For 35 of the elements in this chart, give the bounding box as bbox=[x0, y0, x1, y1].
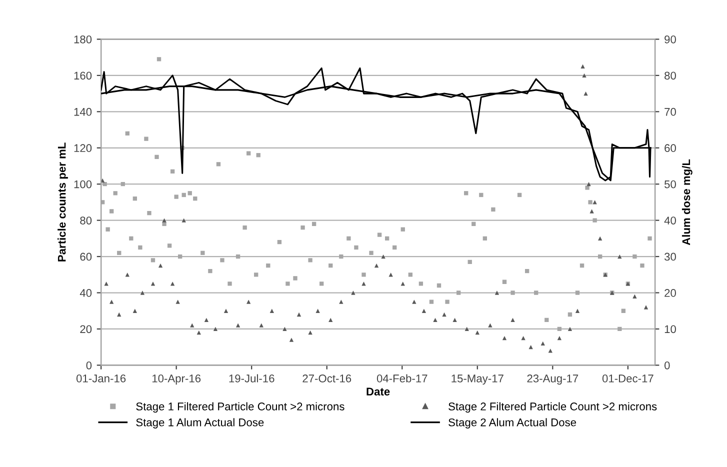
x-tick-label: 01-Jan-16 bbox=[76, 374, 126, 382]
legend-label: Stage 2 Alum Actual Dose bbox=[448, 418, 576, 429]
y2-tick-label: 80 bbox=[664, 72, 676, 80]
y-tick-label: 20 bbox=[80, 325, 92, 334]
y2-axis-title: Alum dose mg/L bbox=[682, 159, 692, 246]
y2-tick-label: 40 bbox=[664, 216, 676, 224]
legend-label: Stage 2 Filtered Particle Count >2 microns bbox=[448, 402, 657, 413]
x-tick-label: 27-Oct-16 bbox=[302, 374, 352, 382]
legend-label: Stage 1 Alum Actual Dose bbox=[136, 418, 264, 429]
y-tick-label: 40 bbox=[80, 289, 92, 297]
y-axis-title: Particle counts per mL bbox=[58, 142, 68, 262]
y2-tick-label: 60 bbox=[664, 144, 676, 152]
y2-tick-label: 20 bbox=[664, 289, 676, 297]
x-tick-label: 01-Dec-17 bbox=[602, 374, 654, 382]
x-tick-label: 04-Feb-17 bbox=[376, 374, 428, 382]
y2-tick-label: 70 bbox=[664, 108, 676, 116]
y-tick-label: 180 bbox=[74, 35, 92, 44]
y2-tick-label: 10 bbox=[664, 325, 676, 334]
x-tick-label: 23-Aug-17 bbox=[527, 374, 578, 385]
y-tick-label: 60 bbox=[80, 252, 92, 261]
y-tick-label: 140 bbox=[74, 108, 92, 116]
x-tick-label: 19-Jul-16 bbox=[229, 374, 274, 382]
x-tick-label: 10-Apr-16 bbox=[152, 374, 201, 385]
y-tick-label: 100 bbox=[74, 180, 92, 188]
x-axis-title: Date bbox=[366, 388, 390, 396]
y2-tick-label: 90 bbox=[664, 35, 676, 44]
y-tick-label: 120 bbox=[74, 144, 92, 152]
y2-tick-label: 0 bbox=[664, 361, 670, 370]
y-tick-label: 0 bbox=[86, 361, 92, 370]
y2-tick-label: 50 bbox=[664, 180, 676, 188]
x-tick-label: 15-May-17 bbox=[452, 374, 504, 385]
legend-label: Stage 1 Filtered Particle Count >2 microns bbox=[136, 402, 344, 413]
y-tick-label: 160 bbox=[74, 72, 92, 80]
y-tick-label: 80 bbox=[80, 216, 92, 224]
y2-tick-label: 30 bbox=[664, 252, 676, 261]
